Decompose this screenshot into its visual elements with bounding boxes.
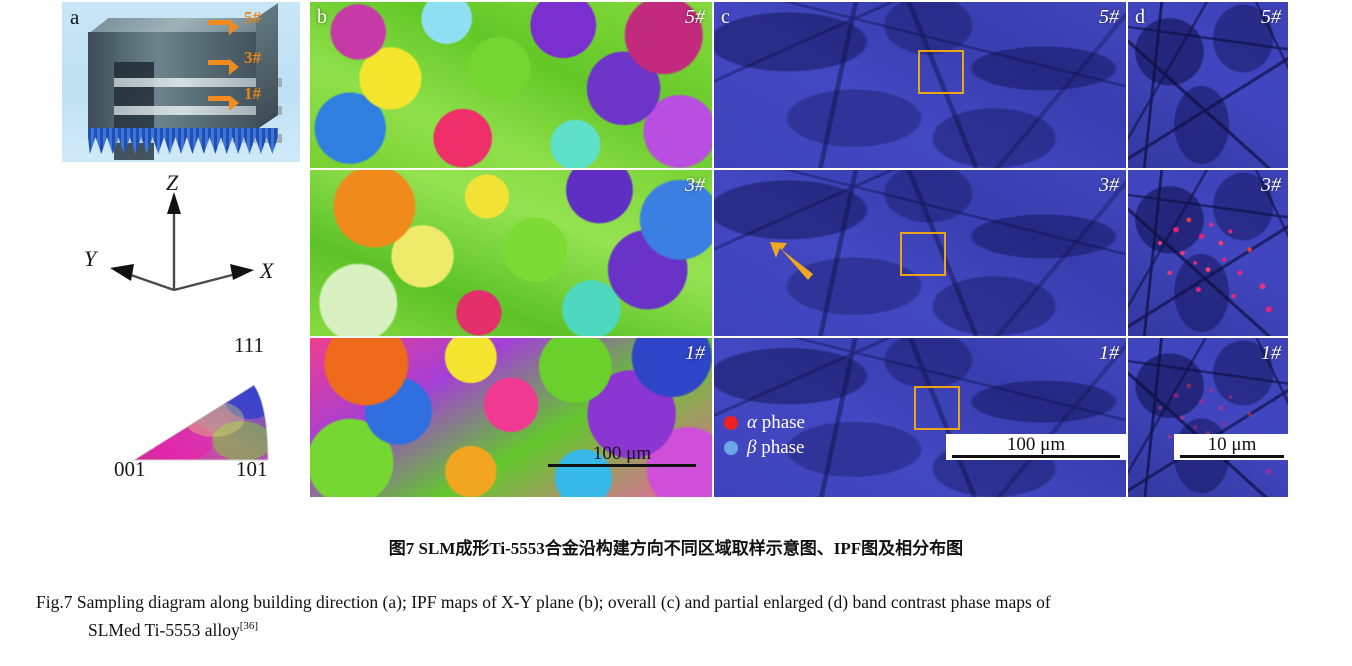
panel-d-scale-bar-line xyxy=(1180,454,1284,458)
panel-c-row-label-5: 5# xyxy=(1099,6,1119,28)
alpha-phase-dot-icon xyxy=(724,415,738,430)
panel-grid: a 5# 3# 1# b 5# 3# 1# xyxy=(62,2,1288,497)
grain-boundary-veins xyxy=(1128,2,1288,168)
panel-d-scale-bar: 10 μm xyxy=(1174,434,1288,460)
axis-label-x: X xyxy=(260,258,274,283)
phase-legend: α phase β phase xyxy=(724,410,805,460)
axis-label-y: Y xyxy=(84,246,97,271)
phase-legend-item-alpha: α phase xyxy=(724,410,805,435)
sample-arrow-5 xyxy=(208,19,239,35)
panel-d-row-label-1: 1# xyxy=(1261,342,1281,364)
panel-b-row-label-3: 3# xyxy=(685,174,705,196)
figure-caption-english-line2: SLMed Ti-5553 alloy xyxy=(88,620,240,641)
figure-caption-english-line1: Fig.7 Sampling diagram along building di… xyxy=(36,592,1051,612)
panel-b-scale-bar: 100 μm xyxy=(548,444,696,467)
alpha-phase-precipitates xyxy=(1128,338,1288,497)
figure-caption-english: Fig.7 Sampling diagram along building di… xyxy=(36,588,1336,645)
sample-arrow-3 xyxy=(208,59,239,75)
panel-d-row-label-3: 3# xyxy=(1261,174,1281,196)
build-layer-2 xyxy=(114,106,282,115)
build-block-front-face xyxy=(88,32,282,160)
panel-d-phase-map-1: 1# 10 μm xyxy=(1128,338,1288,497)
panel-b-ipf-map-1: 1# 100 μm xyxy=(310,338,712,497)
panel-d-label: d xyxy=(1135,6,1145,28)
grain-boundary-veins xyxy=(1128,338,1288,497)
panel-b-row-label-1: 1# xyxy=(685,342,705,364)
panel-c-roi-box-1 xyxy=(914,386,960,430)
beta-phase-label: phase xyxy=(761,436,805,458)
panel-c-roi-box-5 xyxy=(918,50,964,94)
panel-c-scale-bar-label: 100 μm xyxy=(1006,434,1066,455)
axes-arrows-icon xyxy=(110,192,254,292)
axis-label-z: Z xyxy=(166,170,179,195)
panel-b-scale-bar-line xyxy=(548,463,696,467)
arrow-left-icon xyxy=(770,242,813,280)
alpha-phase-precipitates xyxy=(1128,170,1288,336)
grain-boundary-veins xyxy=(714,170,1126,336)
panel-b-ipf-map-3: 3# xyxy=(310,170,712,336)
ipf-corner-label-001: 001 xyxy=(114,457,146,481)
ipf-triangle-icon xyxy=(132,384,269,461)
panel-c-phase-map-3: 3# xyxy=(714,170,1126,336)
axes-indicator: Z X Y xyxy=(70,170,290,300)
sample-arrow-1 xyxy=(208,95,239,111)
sample-marker-5: 5# xyxy=(244,8,261,27)
panel-d-phase-map-3: 3# xyxy=(1128,170,1288,336)
panel-b-label: b xyxy=(317,6,327,28)
grain-boundary-veins xyxy=(714,2,1126,168)
ipf-corner-label-101: 101 xyxy=(236,457,268,481)
build-layer-3 xyxy=(114,134,282,143)
panel-b-scale-bar-label: 100 μm xyxy=(592,443,652,464)
sample-marker-1: 1# xyxy=(244,84,261,103)
panel-c-scale-bar-line xyxy=(952,454,1120,458)
panel-a-sampling-diagram: a 5# 3# 1# xyxy=(62,2,300,162)
figure-caption-reference: [36] xyxy=(239,620,259,633)
ipf-corner-label-111: 111 xyxy=(234,333,264,357)
panel-a-label: a xyxy=(70,5,80,29)
panel-c-row-label-1: 1# xyxy=(1099,342,1119,364)
panel-c-phase-map-5: c 5# xyxy=(714,2,1126,168)
panel-c-phase-map-1: 1# α phase β phase 100 μm xyxy=(714,338,1126,497)
panel-c-annotation-arrows xyxy=(770,242,813,280)
panel-c-row-label-3: 3# xyxy=(1099,174,1119,196)
build-layer-1 xyxy=(114,78,282,87)
ipf-colour-triangle-legend: 111 001 101 xyxy=(114,333,308,485)
panel-c-scale-bar: 100 μm xyxy=(946,434,1126,460)
panel-c-roi-box-3 xyxy=(900,232,946,276)
grain-boundary-veins xyxy=(714,338,1126,497)
phase-legend-item-beta: β phase xyxy=(724,435,805,460)
panel-d-phase-map-5: d 5# xyxy=(1128,2,1288,168)
alpha-phase-symbol: α xyxy=(747,411,757,433)
beta-phase-symbol: β xyxy=(747,436,757,458)
panel-b-ipf-map-5: b 5# xyxy=(310,2,712,168)
panel-d-row-label-5: 5# xyxy=(1261,6,1281,28)
figure-caption-chinese: 图7 SLM成形Ti-5553合金沿构建方向不同区域取样示意图、IPF图及相分布… xyxy=(388,539,964,558)
beta-phase-dot-icon xyxy=(724,440,738,455)
panel-b-row-label-5: 5# xyxy=(685,6,705,28)
sample-marker-3: 3# xyxy=(244,48,261,67)
alpha-phase-label: phase xyxy=(761,411,805,433)
panel-c-label: c xyxy=(721,6,730,28)
panel-d-scale-bar-label: 10 μm xyxy=(1207,434,1257,455)
